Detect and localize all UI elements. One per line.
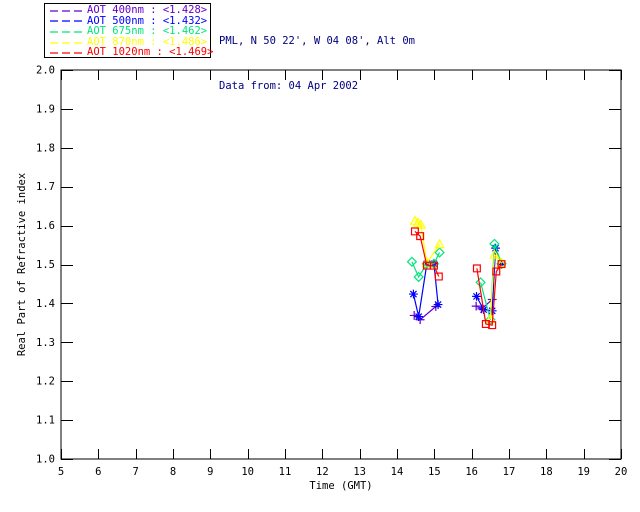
legend-item-aot-400nm: AOT 400nm : <1.428> xyxy=(49,5,210,16)
square-marker xyxy=(416,232,425,241)
y-tick-label: 1.3 xyxy=(36,337,55,349)
x-tick-label: 12 xyxy=(316,466,329,478)
station-info-text: PML, N 50 22', W 04 08', Alt 0m xyxy=(219,35,415,47)
series-aot-400nm xyxy=(409,295,497,325)
y-tick-label: 2.0 xyxy=(36,65,55,77)
x-tick-label: 16 xyxy=(465,466,478,478)
x-axis-title: Time (GMT) xyxy=(309,480,372,492)
legend-label: AOT 1020nm : <1.469> xyxy=(87,46,214,59)
x-tick-label: 19 xyxy=(577,466,590,478)
triangle-marker xyxy=(489,249,500,259)
legend-dashed-line-sample xyxy=(50,31,82,33)
square-marker xyxy=(488,321,497,330)
y-tick-label: 1.8 xyxy=(36,142,55,154)
x-tick-label: 20 xyxy=(615,466,628,478)
asterisk-marker xyxy=(472,291,481,301)
square-marker xyxy=(497,260,506,269)
plot-frame xyxy=(60,69,622,460)
diamond-marker xyxy=(475,277,486,288)
y-axis-title: Real Part of Refractive index xyxy=(16,173,28,356)
legend-dashed-line-sample xyxy=(50,41,82,44)
square-marker xyxy=(492,267,501,276)
triangle-marker xyxy=(496,257,507,267)
legend-item-aot-1020nm: AOT 1020nm : <1.469> xyxy=(49,46,214,59)
y-tick-label: 1.4 xyxy=(36,298,55,310)
y-tick-label: 1.7 xyxy=(36,181,55,193)
asterisk-marker xyxy=(409,289,418,299)
series-aot-1020nm xyxy=(410,227,506,330)
legend-dashed-line-sample xyxy=(50,10,82,12)
x-tick-label: 17 xyxy=(503,466,516,478)
square-marker xyxy=(410,227,419,236)
legend-dashed-line-sample xyxy=(50,52,82,54)
series-line xyxy=(414,220,441,265)
legend-label: AOT 675nm : <1.462> xyxy=(87,25,208,38)
series-line xyxy=(414,230,440,277)
y-tick-label: 1.0 xyxy=(36,454,55,466)
x-tick-label: 15 xyxy=(428,466,441,478)
x-tick-label: 11 xyxy=(279,466,292,478)
x-tick-label: 8 xyxy=(170,466,176,478)
y-tick-label: 1.2 xyxy=(36,376,55,388)
x-tick-label: 10 xyxy=(241,466,254,478)
asterisk-marker xyxy=(487,306,497,316)
diamond-marker xyxy=(413,271,424,283)
y-tick-label: 1.6 xyxy=(36,220,55,232)
triangle-marker xyxy=(415,219,427,229)
x-tick-label: 5 xyxy=(58,466,64,478)
x-tick-label: 14 xyxy=(391,466,404,478)
square-marker xyxy=(429,261,438,270)
legend-label: AOT 870nm : <1.486> xyxy=(87,35,208,48)
asterisk-marker xyxy=(414,312,424,322)
legend-dashed-line-sample xyxy=(50,20,82,23)
square-marker xyxy=(472,264,481,273)
diamond-marker xyxy=(406,256,418,268)
asterisk-marker xyxy=(433,300,443,309)
square-marker xyxy=(434,272,443,281)
triangle-marker xyxy=(434,238,445,249)
x-tick-label: 9 xyxy=(207,466,213,478)
legend-box: AOT 400nm : <1.428> AOT 500nm : <1.432> AO… xyxy=(44,3,214,59)
y-axis: 1.0 1.1 1.2 1.3 1.4 1.5 1.6 1.7 1.8 1.9 2.0 xyxy=(36,65,621,466)
plus-marker xyxy=(471,301,481,311)
diamond-marker xyxy=(434,247,445,258)
y-tick-label: 1.1 xyxy=(36,415,55,427)
x-tick-label: 13 xyxy=(353,466,366,478)
x-tick-label: 6 xyxy=(95,466,101,478)
x-axis: 5 6 7 8 9 10 11 12 13 14 15 16 17 18 19 20 xyxy=(58,70,627,478)
y-tick-label: 1.9 xyxy=(36,103,55,115)
legend-item-aot-675nm: AOT 675nm : <1.462> xyxy=(49,26,210,37)
x-tick-label: 18 xyxy=(540,466,553,478)
plot-header: PML, N 50 22', W 04 08', Alt 0m Data fro… xyxy=(219,4,415,124)
y-tick-label: 1.5 xyxy=(36,259,55,271)
legend-label: AOT 500nm : <1.432> xyxy=(87,14,208,27)
legend-item-aot-500nm: AOT 500nm : <1.432> xyxy=(49,14,210,27)
legend-label: AOT 400nm : <1.428> xyxy=(87,4,208,16)
series-line xyxy=(412,263,439,317)
series-line xyxy=(476,263,503,326)
x-tick-label: 7 xyxy=(133,466,139,478)
legend-item-aot-870nm: AOT 870nm : <1.486> xyxy=(49,37,210,48)
diamond-marker xyxy=(489,238,500,250)
data-date-text: Data from: 04 Apr 2002 xyxy=(219,80,359,92)
